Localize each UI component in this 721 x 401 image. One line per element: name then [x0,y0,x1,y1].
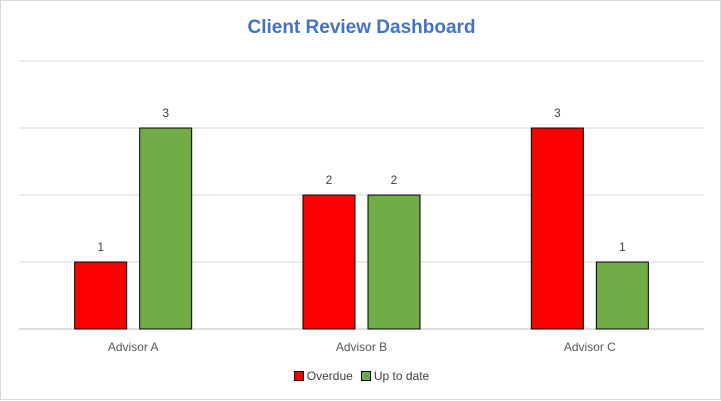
data-label: 3 [162,106,169,120]
data-label: 1 [97,240,104,254]
chart-title: Client Review Dashboard [247,17,476,38]
data-label: 3 [554,106,561,120]
legend-swatch-up-to-date [360,371,371,381]
x-tick-label: Advisor C [564,340,616,354]
legend-swatch-overdue [293,371,304,381]
legend-label-up-to-date: Up to date [373,369,430,383]
data-label: 2 [326,173,333,187]
x-tick-label: Advisor A [108,340,159,354]
legend: Overdue Up to date [1,369,721,383]
data-label: 2 [391,173,398,187]
bar-up-to-date-advisor-b [367,194,421,330]
bar-up-to-date-advisor-c [595,261,649,330]
bar-overdue-advisor-b [302,194,356,330]
legend-label-overdue: Overdue [306,369,353,383]
data-label: 1 [619,240,626,254]
bar-up-to-date-advisor-a [139,127,193,330]
x-tick-label: Advisor B [336,340,387,354]
bar-overdue-advisor-c [530,127,584,330]
legend-item-up-to-date: Up to date [360,369,430,383]
bar-overdue-advisor-a [74,261,128,330]
legend-item-overdue: Overdue [293,369,353,383]
